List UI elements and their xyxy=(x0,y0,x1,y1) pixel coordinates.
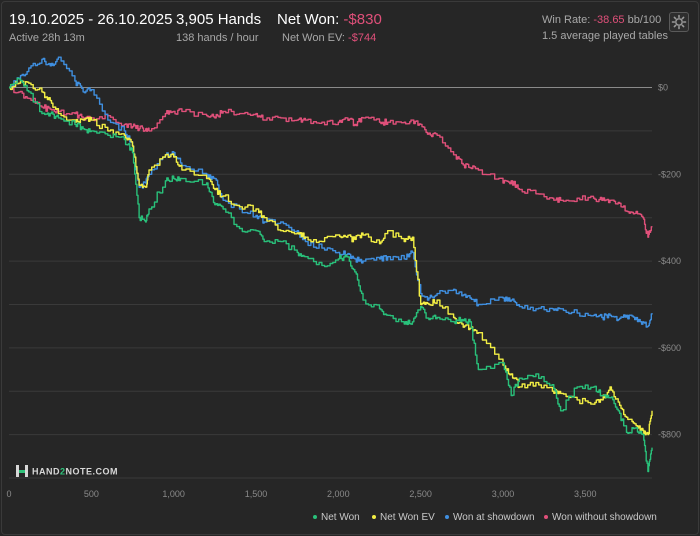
series-line-won-at-showdown[interactable] xyxy=(9,56,653,328)
legend-won-at-showdown-marker xyxy=(445,515,449,520)
y-tick-label: -$400 xyxy=(658,256,681,266)
x-tick-label: 2,500 xyxy=(409,489,432,499)
legend-net-won-label: Net Won xyxy=(321,512,360,523)
net-won-label: Net Won: xyxy=(277,11,340,28)
win-rate-unit: bb/100 xyxy=(627,14,662,26)
legend-won-without-showdown-marker xyxy=(544,515,548,520)
win-rate-label: Win Rate: xyxy=(542,14,591,26)
win-rate-value: -38.65 xyxy=(593,14,625,26)
legend-net-won-ev[interactable]: Net Won EV xyxy=(372,512,435,523)
legend-won-without-showdown-label: Won without showdown xyxy=(552,512,657,523)
hands-per-hour: 138 hands / hour xyxy=(176,32,259,44)
net-won-ev-value: -$744 xyxy=(348,32,377,44)
x-tick-label: 2,000 xyxy=(327,489,350,499)
hands-count: 3,905 Hands xyxy=(176,11,262,28)
series-line-won-without-showdown[interactable] xyxy=(9,85,653,238)
net-won-value: -$830 xyxy=(343,11,382,28)
net-won-summary: Net Won: -$830 xyxy=(277,11,382,28)
legend-won-at-showdown-label: Won at showdown xyxy=(453,512,535,523)
logo-mark-icon xyxy=(15,464,29,480)
legend-net-won-ev-label: Net Won EV xyxy=(380,512,435,523)
x-tick-label: 3,000 xyxy=(492,489,515,499)
y-tick-label: $0 xyxy=(658,83,668,93)
series-line-net-won-ev[interactable] xyxy=(9,79,653,436)
x-tick-label: 1,500 xyxy=(245,489,268,499)
y-tick-label: -$600 xyxy=(658,343,681,353)
legend-net-won[interactable]: Net Won xyxy=(313,512,360,523)
x-tick-label: 1,000 xyxy=(162,489,185,499)
win-rate-summary: Win Rate: -38.65 bb/100 xyxy=(542,14,661,26)
active-time: Active 28h 13m xyxy=(9,32,85,44)
date-range[interactable]: 19.10.2025 - 26.10.2025 xyxy=(9,11,173,28)
legend-net-won-ev-marker xyxy=(372,515,376,520)
net-won-ev-summary: Net Won EV: -$744 xyxy=(282,32,376,44)
logo-text-note: NOTE.COM xyxy=(65,466,119,477)
net-won-ev-label: Net Won EV: xyxy=(282,32,345,44)
logo-text-two: 2 xyxy=(60,466,66,477)
settings-button[interactable] xyxy=(669,12,689,32)
average-tables: 1.5 average played tables xyxy=(542,30,668,42)
y-tick-label: -$200 xyxy=(658,169,681,179)
legend-won-without-showdown[interactable]: Won without showdown xyxy=(544,512,657,523)
legend-net-won-marker xyxy=(313,515,317,520)
hand2note-logo: HAND2NOTE.COM xyxy=(15,464,118,480)
x-tick-label: 3,500 xyxy=(574,489,597,499)
x-tick-label: 500 xyxy=(84,489,99,499)
series-line-net-won[interactable] xyxy=(9,77,653,473)
x-tick-label: 0 xyxy=(6,489,11,499)
gear-icon xyxy=(671,14,687,30)
logo-text-hand: HAND xyxy=(32,466,60,477)
legend-won-at-showdown[interactable]: Won at showdown xyxy=(445,512,535,523)
y-tick-label: -$800 xyxy=(658,430,681,440)
